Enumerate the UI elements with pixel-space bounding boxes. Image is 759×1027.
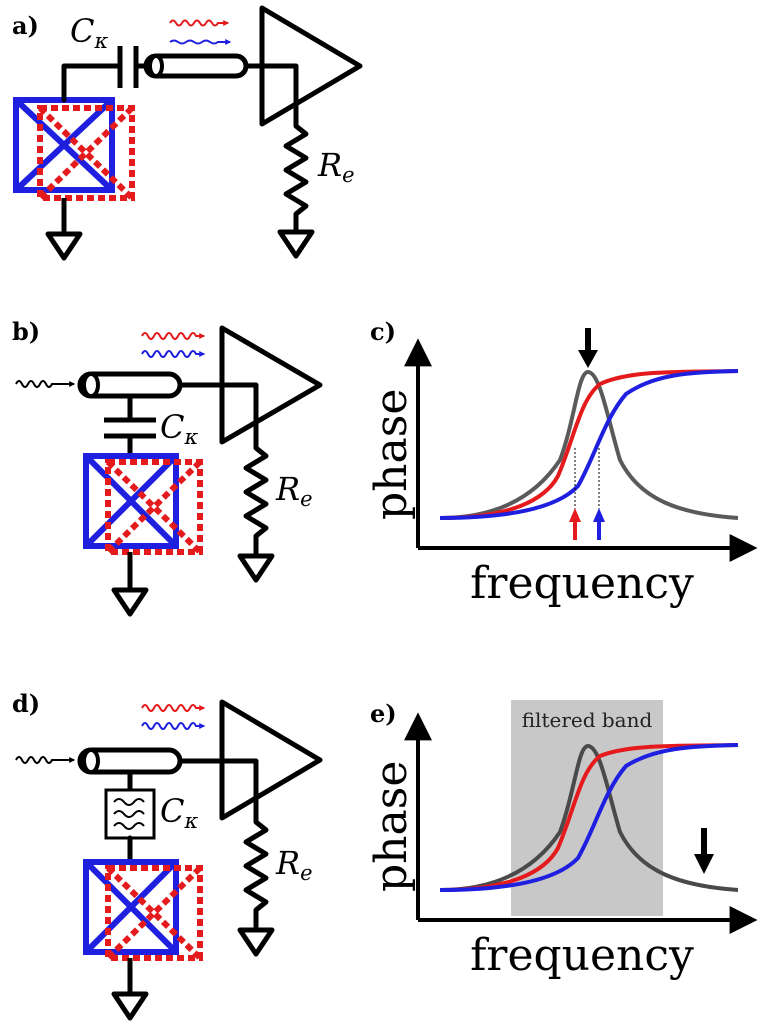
transmission-line-icon: [77, 747, 183, 775]
blue-signal-arrow-icon: [141, 350, 206, 358]
input-signal-icon: [15, 756, 76, 764]
y-axis-label-c: phase: [366, 389, 417, 520]
panel-c-label: c): [370, 317, 396, 346]
panel-e: filtered band e) phase frequency: [366, 699, 758, 981]
x-axis-label-c: frequency: [470, 558, 694, 609]
y-axis-label-e: phase: [366, 761, 417, 892]
capacitor-label-a: Cκ: [70, 12, 108, 53]
resistor-label-a: Re: [317, 146, 355, 187]
filtered-band-region: [511, 700, 663, 916]
transmission-line-icon: [143, 53, 249, 79]
resistor-icon: [283, 115, 309, 233]
qubit-box-icon: [83, 453, 203, 555]
input-signal-icon: [15, 380, 76, 388]
panel-d: d) Cκ Re: [12, 689, 323, 1021]
down-arrow-icon: [578, 328, 598, 368]
red-phase-curve: [439, 743, 739, 892]
down-arrow-icon: [694, 828, 714, 874]
blue-marker-arrow-icon: [593, 508, 605, 540]
resonance-curve: [439, 743, 739, 892]
blue-phase-curve: [439, 743, 739, 892]
ground-icon: [277, 229, 315, 259]
red-signal-arrow-icon: [141, 704, 206, 712]
ground-icon: [237, 553, 275, 583]
blue-signal-arrow-icon: [141, 722, 206, 730]
red-marker-arrow-icon: [569, 508, 581, 540]
resistor-label-d: Re: [275, 844, 313, 885]
blue-phase-curve: [439, 369, 739, 520]
qubit-box-icon: [83, 859, 203, 961]
capacitor-icon: [117, 46, 139, 88]
panel-a: a) Cκ Re: [12, 5, 363, 261]
resistor-icon: [243, 435, 269, 559]
resonance-curve: [439, 369, 739, 520]
ground-icon: [111, 552, 149, 617]
panel-c: c) phase frequency: [366, 317, 758, 609]
capacitor-label-b: Cκ: [160, 408, 198, 449]
capacitor-icon: [104, 417, 156, 439]
panel-b: b) Cκ: [12, 317, 323, 617]
resistor-label-b: Re: [275, 470, 313, 511]
x-axis-label-e: frequency: [470, 930, 694, 981]
qubit-box-icon: [13, 97, 135, 201]
capacitor-label-d: Cκ: [160, 792, 198, 833]
wire: [61, 63, 121, 103]
ground-icon: [111, 958, 149, 1021]
red-signal-arrow-icon: [169, 19, 230, 27]
panel-d-label: d): [12, 689, 40, 718]
filter-icon: [104, 788, 156, 840]
ground-icon: [45, 198, 83, 261]
amplifier-icon: [259, 5, 363, 127]
transmission-line-icon: [77, 371, 183, 399]
band-label: filtered band: [522, 708, 653, 732]
ground-icon: [237, 927, 275, 957]
amplifier-icon: [219, 325, 323, 445]
resistor-icon: [243, 811, 269, 933]
panel-b-label: b): [12, 317, 40, 346]
red-phase-curve: [439, 369, 739, 520]
amplifier-icon: [219, 699, 323, 821]
panel-e-label: e): [370, 699, 397, 728]
panel-a-label: a): [12, 11, 39, 40]
red-signal-arrow-icon: [141, 332, 206, 340]
blue-signal-arrow-icon: [169, 39, 232, 45]
